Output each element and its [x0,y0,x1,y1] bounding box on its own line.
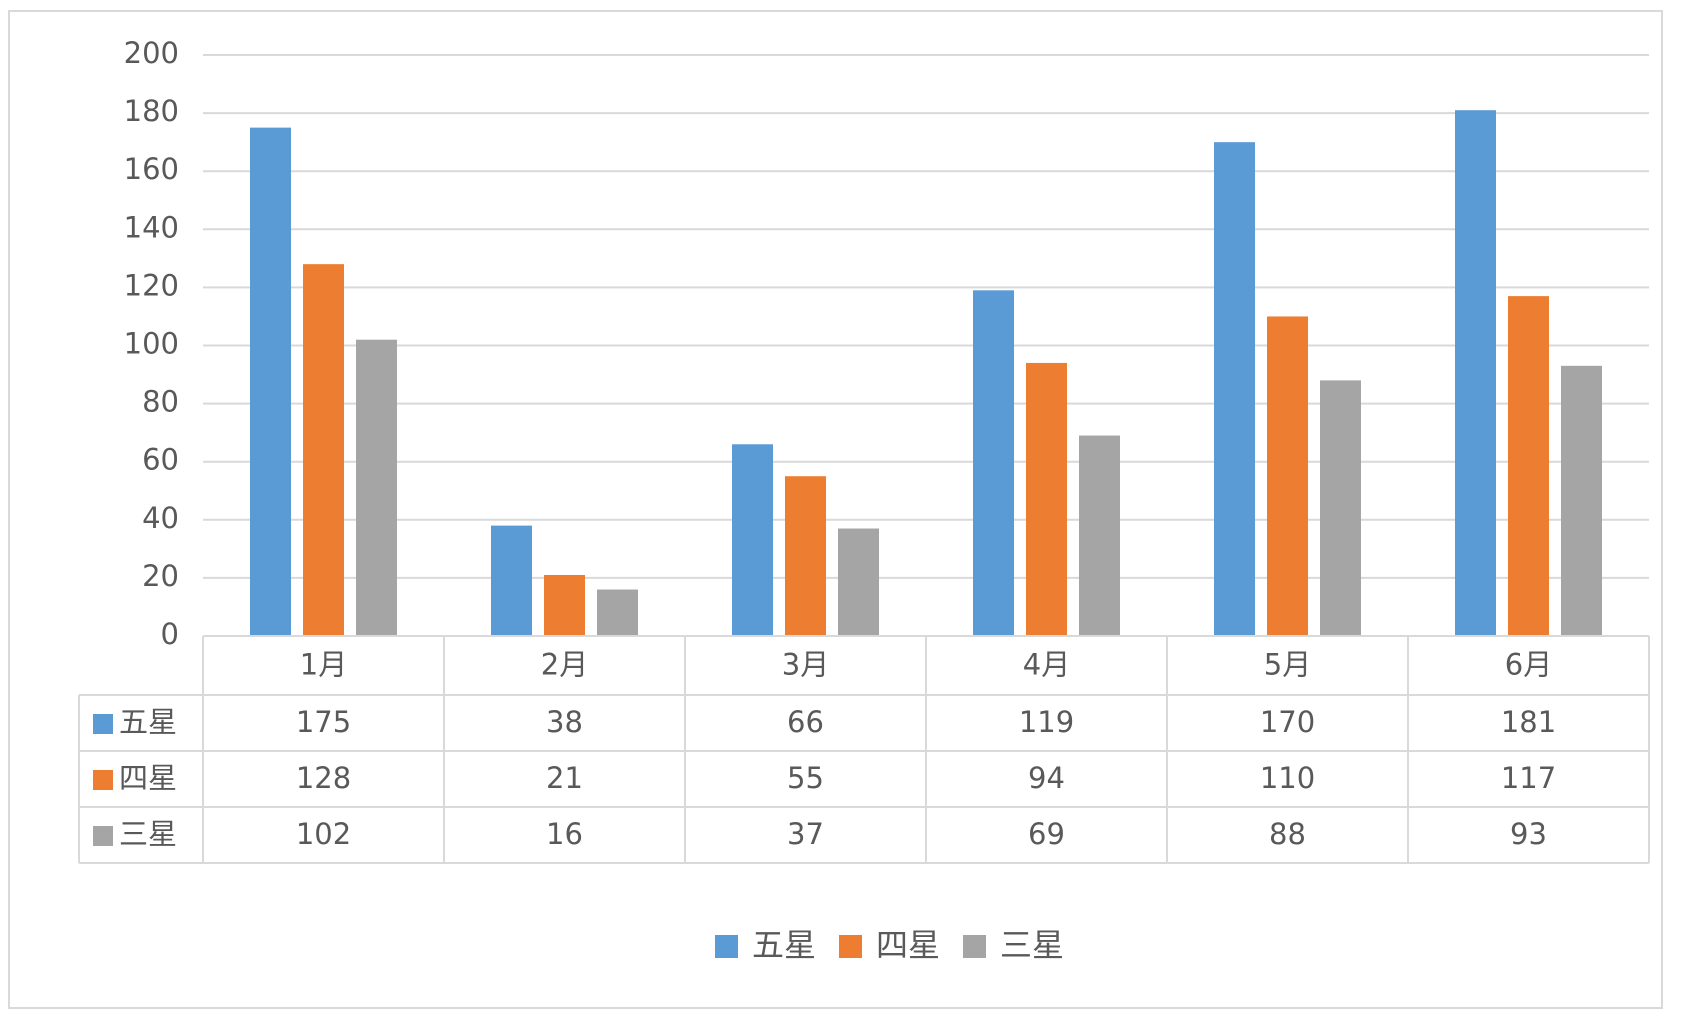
table-series-label: 五星 [119,705,177,739]
x-tick-label: 3月 [782,648,829,682]
table-series-label: 四星 [119,761,177,795]
bar [250,127,291,636]
table-value: 170 [1260,705,1315,739]
table-value: 94 [1028,761,1065,795]
table-value: 128 [296,761,351,795]
y-tick-label: 0 [161,617,179,651]
y-tick-label: 40 [142,501,179,535]
x-tick-label: 4月 [1023,648,1070,682]
table-value: 38 [546,705,583,739]
table-legend-key [93,714,113,734]
table-value: 181 [1501,705,1556,739]
y-tick-label: 20 [142,559,179,593]
table-value: 66 [787,705,824,739]
y-tick-label: 200 [124,36,179,70]
bar [1079,435,1120,636]
bar [732,444,773,636]
table-value: 21 [546,761,583,795]
table-value: 88 [1269,817,1306,851]
legend-key [715,935,738,958]
table-value: 16 [546,817,583,851]
y-tick-label: 180 [124,94,179,128]
bar [1561,365,1602,636]
y-tick-label: 120 [124,268,179,302]
bar [785,476,826,636]
table-series-label: 三星 [119,817,177,851]
table-value: 69 [1028,817,1065,851]
y-tick-label: 100 [124,327,179,361]
bar [1455,110,1496,636]
bar [1320,380,1361,636]
table-value: 119 [1019,705,1074,739]
bar [356,339,397,636]
bar [1214,142,1255,636]
bar [973,290,1014,636]
bar [544,574,585,636]
legend-label: 三星 [1000,926,1064,964]
y-tick-label: 140 [124,210,179,244]
table-value: 175 [296,705,351,739]
x-tick-label: 2月 [541,648,588,682]
table-value: 55 [787,761,824,795]
x-tick-label: 5月 [1264,648,1311,682]
y-tick-label: 80 [142,385,179,419]
legend-key [963,935,986,958]
table-value: 93 [1510,817,1547,851]
legend-label: 四星 [876,926,940,964]
legend-label: 五星 [752,926,816,964]
bar [597,589,638,636]
bar [1026,362,1067,636]
y-tick-label: 60 [142,443,179,477]
table-value: 37 [787,817,824,851]
table-value: 110 [1260,761,1315,795]
y-tick-label: 160 [124,152,179,186]
bar [491,525,532,636]
table-value: 102 [296,817,351,851]
legend-key [839,935,862,958]
bar [1267,316,1308,636]
x-tick-label: 1月 [300,648,347,682]
x-tick-label: 6月 [1505,648,1552,682]
table-legend-key [93,770,113,790]
bar [838,528,879,636]
table-legend-key [93,826,113,846]
bar [303,264,344,636]
bar [1508,296,1549,636]
table-value: 117 [1501,761,1556,795]
